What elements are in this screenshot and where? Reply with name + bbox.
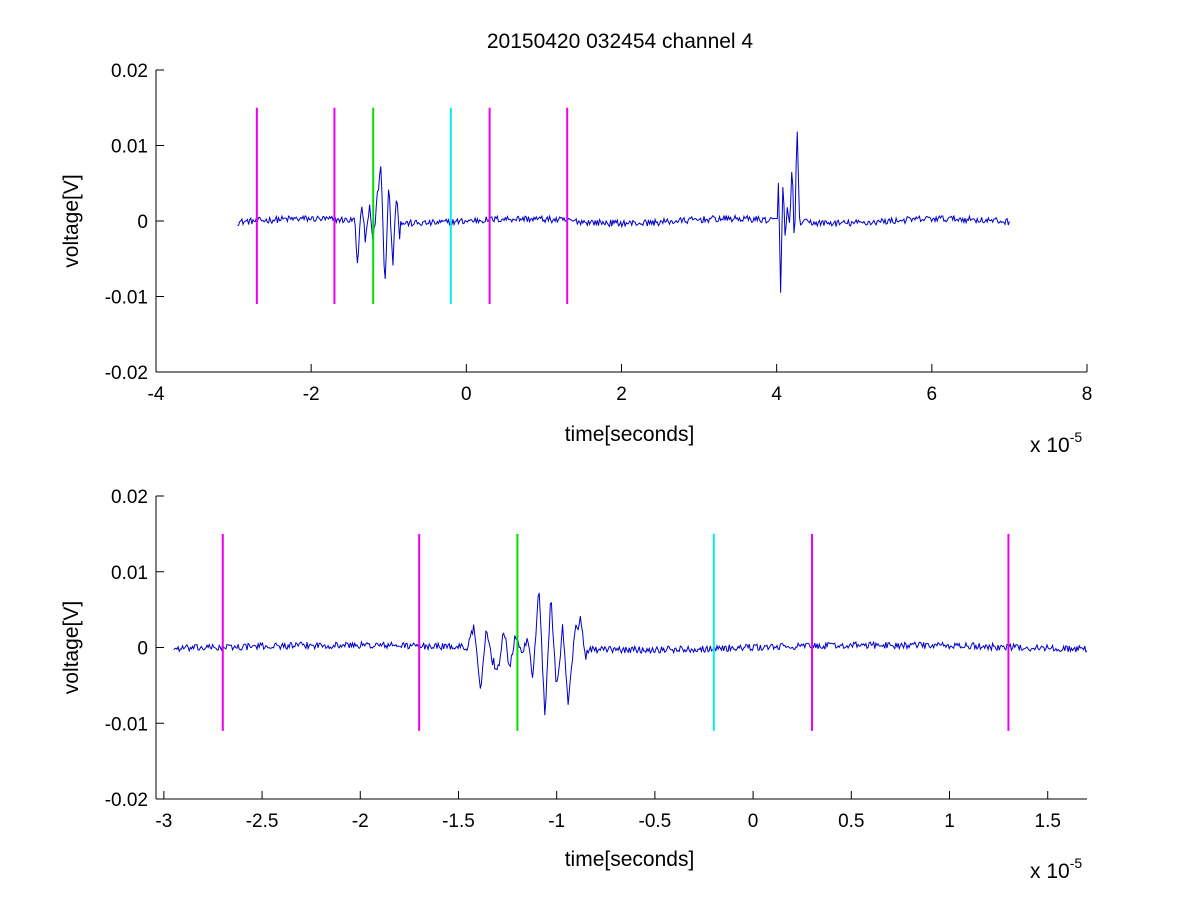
x-axis-label: time[seconds] [565,423,695,446]
x-axis-multiplier: x 10-5 [1030,429,1082,457]
x-axis-label: time[seconds] [565,848,695,871]
x-axis-multiplier-base: x 10 [1030,860,1070,883]
x-tick-label: -1.5 [442,811,475,832]
x-tick-label: 2 [616,384,627,405]
y-tick-label: 0.01 [111,137,148,158]
x-tick-label: 8 [1082,384,1093,405]
x-tick-label: -2 [352,811,369,832]
y-tick-label: 0 [137,212,148,233]
figure-title: 20150420 032454 channel 4 [487,30,754,53]
y-axis-label: voltage[V] [60,601,83,694]
x-tick-label: -2 [303,384,320,405]
y-tick-label: 0.01 [111,563,148,584]
x-tick-label: 0 [461,384,472,405]
x-tick-label: -1 [548,811,565,832]
signal-series-line [237,131,1010,293]
x-axis-multiplier-exponent: -5 [1070,429,1083,445]
x-tick-label: 0 [748,811,759,832]
x-axis-multiplier-exponent: -5 [1070,855,1083,871]
y-axis-label: voltage[V] [60,174,83,267]
x-tick-label: 0.5 [838,811,864,832]
bottom-subplot: -3 -2.5 -2 -1.5 -1 -0.5 0 0.5 1 1.5 -0.02 -0.01 0 0.0… [60,487,1088,883]
x-axis-multiplier-base: x 10 [1030,434,1070,457]
x-tick-label: 6 [927,384,938,405]
x-tick-label: -0.5 [639,811,672,832]
y-tick-label: -0.01 [105,288,148,309]
y-tick-label: -0.02 [105,363,148,384]
signal-series-line [173,592,1088,716]
y-tick-label: -0.02 [105,790,148,811]
x-tick-label: -2.5 [246,811,279,832]
y-tick-label: 0 [137,639,148,660]
x-tick-label: -4 [148,384,165,405]
y-tick-label: 0.02 [111,61,148,82]
x-tick-label: 1.5 [1035,811,1061,832]
x-tick-label: -3 [155,811,172,832]
x-axis-multiplier: x 10-5 [1030,855,1082,883]
top-subplot: -4 -2 0 2 4 6 8 -0.02 -0.01 0 0.01 0.02 time[seconds… [60,61,1092,457]
x-tick-label: 4 [771,384,782,405]
x-tick-label: 1 [944,811,955,832]
y-tick-label: -0.01 [105,714,148,735]
y-tick-label: 0.02 [111,487,148,508]
